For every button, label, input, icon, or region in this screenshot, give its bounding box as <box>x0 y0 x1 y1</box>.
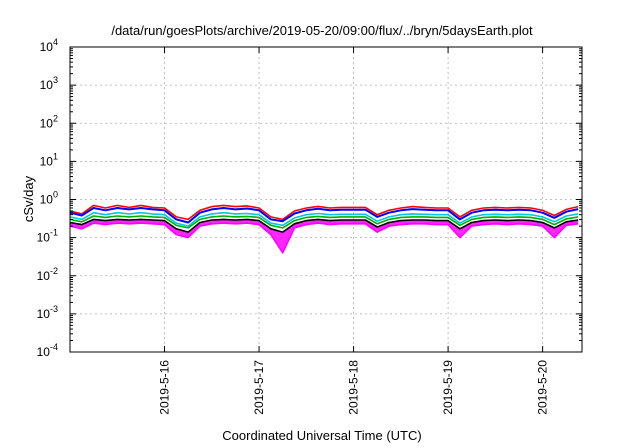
y-tick-label: 10-2 <box>37 266 58 283</box>
x-tick-label: 2019-5-19 <box>441 360 455 415</box>
axis-ticks <box>70 46 582 353</box>
y-axis-label: cSv/day <box>21 175 36 222</box>
grid <box>70 47 582 352</box>
series-line-4 <box>69 215 579 229</box>
series-line-3 <box>69 211 579 227</box>
y-tick-label: 103 <box>40 75 58 92</box>
series-layer <box>69 204 579 254</box>
x-axis: 2019-5-16 2019-5-17 2019-5-18 2019-5-19 2019… <box>158 360 550 415</box>
y-tick-label: 101 <box>40 151 58 168</box>
series-line-1 <box>69 204 579 221</box>
y-tick-label: 104 <box>40 37 58 54</box>
x-tick-label: 2019-5-16 <box>158 360 172 415</box>
series-line-2 <box>69 207 579 224</box>
chart-title: /data/run/goesPlots/archive/2019-05-20/0… <box>111 23 533 38</box>
y-axis: 10-4 10-3 10-2 10-1 100 101 102 103 104 <box>37 37 58 359</box>
series-line-6 <box>69 222 579 254</box>
y-tick-label: 102 <box>40 113 58 130</box>
y-tick-label: 100 <box>40 190 58 207</box>
x-axis-label: Coordinated Universal Time (UTC) <box>222 428 421 443</box>
x-tick-label: 2019-5-17 <box>252 360 266 415</box>
y-tick-label: 10-1 <box>37 228 58 245</box>
series-line-5 <box>69 218 579 233</box>
y-tick-label: 10-4 <box>37 342 58 359</box>
y-tick-label: 10-3 <box>37 304 58 321</box>
x-tick-label: 2019-5-18 <box>347 360 361 415</box>
x-tick-label: 2019-5-20 <box>536 360 550 415</box>
